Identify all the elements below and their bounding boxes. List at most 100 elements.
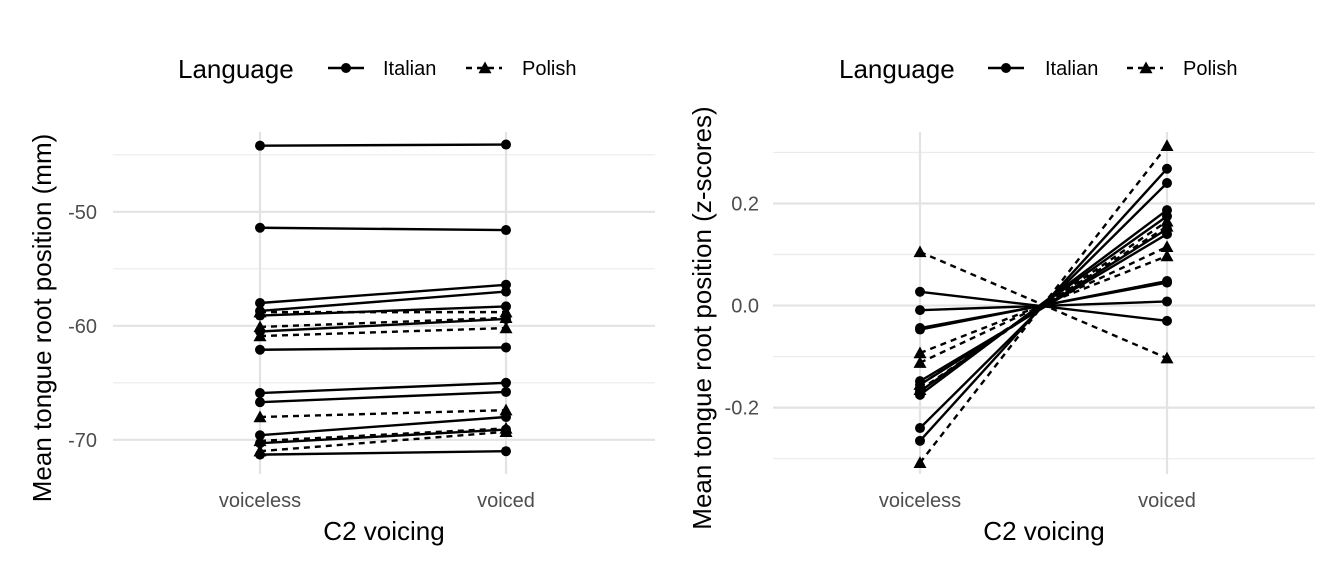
series-line — [259, 346, 507, 351]
circle-marker — [915, 423, 925, 434]
legend-triangle-marker — [478, 61, 492, 74]
triangle-marker — [913, 456, 927, 468]
legend-label-polish: Polish — [1183, 58, 1237, 80]
legend-triangle-marker — [1139, 61, 1153, 74]
series-italian — [255, 279, 511, 308]
series-line — [259, 316, 507, 329]
series-polish — [253, 311, 513, 333]
y-tick-label: -50 — [68, 202, 97, 224]
circle-marker — [915, 435, 925, 446]
legend-label-italian: Italian — [383, 58, 436, 80]
series-line — [259, 317, 507, 333]
circle-marker — [501, 446, 511, 457]
x-tick-label: voiceless — [879, 490, 961, 512]
triangle-marker — [499, 321, 513, 334]
y-axis-title: Mean tongue root position (mm) — [27, 134, 57, 503]
triangle-marker — [913, 383, 927, 395]
series-italian — [255, 424, 511, 449]
series-line — [259, 408, 507, 419]
triangle-marker — [253, 305, 267, 318]
triangle-marker — [253, 410, 267, 423]
legend-title: Language — [839, 54, 955, 84]
series-line — [259, 143, 507, 147]
y-tick-label: -60 — [68, 316, 97, 338]
legend-circle-marker — [341, 63, 351, 73]
circle-marker — [1162, 276, 1172, 287]
x-tick-label: voiced — [477, 490, 535, 512]
circle-marker — [255, 298, 265, 308]
circle-marker — [501, 386, 511, 397]
series-polish — [913, 214, 1174, 395]
series-line — [919, 220, 1168, 391]
panel-right: 0.2 0.0 -0.2 voiceless voiced C2 voicing Mean … — [687, 54, 1315, 546]
series-polish — [253, 321, 513, 342]
triangle-marker — [1160, 240, 1174, 253]
series-line — [259, 290, 507, 313]
triangle-marker — [499, 425, 513, 438]
legend-circle-marker — [1001, 63, 1011, 73]
legend-label-italian: Italian — [1045, 58, 1098, 80]
series-line — [259, 326, 507, 338]
series-italian — [255, 377, 511, 399]
y-tick-label: 0.2 — [731, 193, 759, 215]
triangle-marker — [253, 329, 267, 342]
circle-marker — [255, 344, 265, 355]
series-polish — [253, 403, 513, 423]
circle-marker — [501, 139, 511, 150]
triangle-marker — [913, 356, 927, 368]
y-tick-label: -70 — [68, 430, 97, 452]
x-tick-label: voiced — [1138, 490, 1196, 512]
x-axis-title: C2 voicing — [323, 516, 444, 546]
circle-marker — [1162, 296, 1172, 307]
series-italian — [255, 139, 511, 151]
triangle-marker — [1160, 214, 1174, 227]
legend: Language Italian Polish — [178, 54, 576, 84]
y-tick-label: -0.2 — [725, 398, 759, 420]
triangle-marker — [913, 245, 927, 258]
circle-marker — [501, 286, 511, 297]
x-tick-label: voiceless — [219, 490, 301, 512]
circle-marker — [915, 305, 925, 316]
circle-marker — [501, 225, 511, 236]
series-italian — [255, 386, 511, 408]
triangle-marker — [1160, 351, 1174, 364]
series-polish — [913, 139, 1174, 468]
series-line — [259, 428, 507, 445]
series-line — [259, 415, 507, 437]
panel-left: -50 -60 -70 voiceless voiced C2 voicing Mean t… — [27, 54, 655, 546]
circle-marker — [501, 342, 511, 353]
triangle-marker — [253, 444, 267, 457]
circle-marker — [255, 140, 265, 151]
series-italian — [255, 342, 511, 355]
circle-marker — [1162, 163, 1172, 174]
circle-marker — [255, 388, 265, 399]
circle-marker — [501, 377, 511, 388]
triangle-marker — [1160, 249, 1174, 262]
triangle-marker — [253, 320, 267, 333]
y-axis-title: Mean tongue root position (z-scores) — [687, 106, 717, 529]
legend-title: Language — [178, 54, 294, 84]
legend: Language Italian Polish — [839, 54, 1237, 84]
series-line — [919, 145, 1168, 464]
series-italian — [255, 222, 511, 236]
series-line — [259, 381, 507, 395]
circle-marker — [255, 397, 265, 408]
y-tick-label: 0.0 — [731, 296, 759, 318]
circle-marker — [1162, 205, 1172, 216]
circle-marker — [501, 279, 511, 290]
series-line — [259, 226, 507, 232]
circle-marker — [915, 286, 925, 297]
series-italian — [255, 446, 511, 460]
triangle-marker — [499, 403, 513, 416]
series-line — [259, 430, 507, 453]
triangle-marker — [1160, 139, 1174, 151]
triangle-marker — [499, 311, 513, 324]
x-axis-title: C2 voicing — [983, 516, 1104, 546]
series-line — [259, 283, 507, 305]
circle-marker — [1162, 315, 1172, 326]
series-line — [259, 450, 507, 456]
triangle-marker — [253, 434, 267, 447]
circle-marker — [915, 324, 925, 335]
